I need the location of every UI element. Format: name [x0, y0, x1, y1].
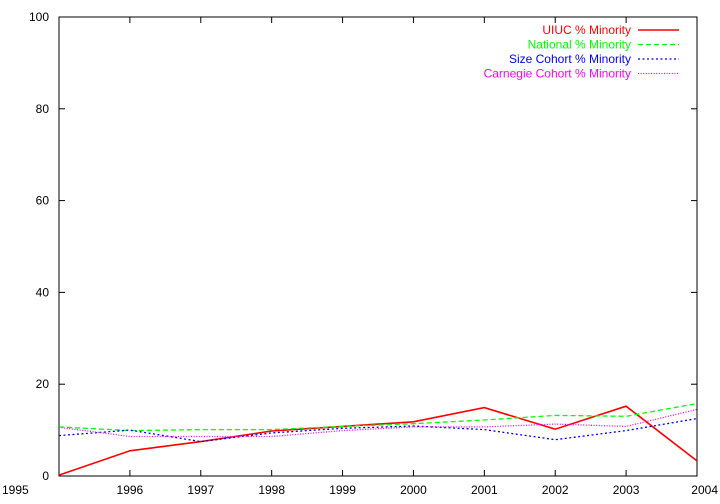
x-tick-label: 2003 — [613, 483, 640, 497]
y-tick-label: 60 — [36, 194, 50, 208]
series-line-1 — [58, 402, 698, 432]
x-tick-label: 1997 — [187, 483, 214, 497]
x-tick-label: 1998 — [258, 483, 285, 497]
x-tick-label: 1999 — [329, 483, 356, 497]
legend-label-3: Carnegie Cohort % Minority — [484, 67, 631, 81]
x-tick-label: 2002 — [542, 483, 569, 497]
plot-frame — [58, 16, 698, 477]
y-tick-label: 0 — [42, 469, 49, 483]
y-tick-label: 80 — [36, 102, 50, 116]
legend-label-0: UIUC % Minority — [542, 23, 631, 37]
series-line-2 — [58, 417, 698, 443]
y-tick-label: 40 — [36, 285, 50, 299]
y-tick-label: 100 — [29, 10, 49, 24]
x-tick-label: 1996 — [117, 483, 144, 497]
x-tick-label: 1995 — [2, 483, 29, 497]
axis-ticks: 0 20 40 60 80 100 1995 1996 1997 1998 1999 2000 2001… — [2, 10, 718, 497]
series-line-0 — [58, 405, 698, 476]
series-lines — [58, 402, 698, 476]
x-tick-label: 2001 — [471, 483, 498, 497]
x-tick-label: 2000 — [400, 483, 427, 497]
series-line-3 — [58, 408, 698, 438]
legend-label-2: Size Cohort % Minority — [509, 52, 631, 66]
legend-label-1: National % Minority — [528, 38, 631, 52]
x-tick-label: 2004 — [691, 483, 718, 497]
y-tick-label: 20 — [36, 377, 50, 391]
